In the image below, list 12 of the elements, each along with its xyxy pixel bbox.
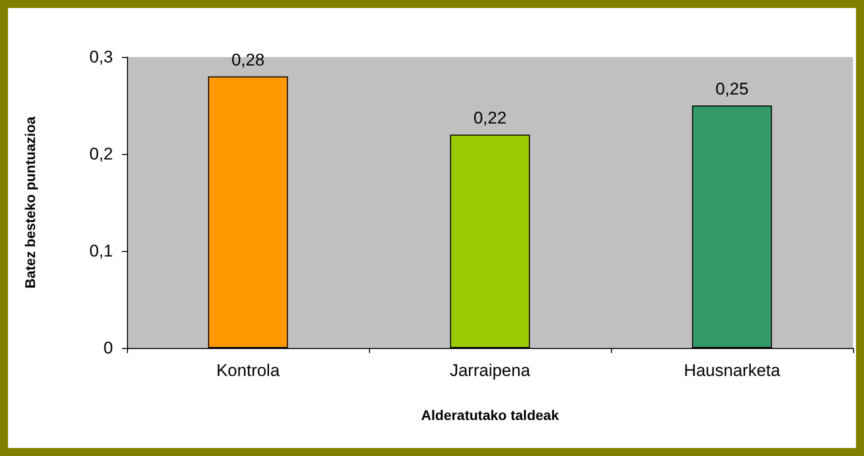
x-tick-label: Jarraipena xyxy=(450,361,531,380)
data-label: 0,25 xyxy=(715,80,749,98)
x-tick-label: Kontrola xyxy=(216,361,280,380)
x-tick-label: Hausnarketa xyxy=(684,361,781,380)
x-axis-title: Alderatutako taldeak xyxy=(421,407,560,423)
y-tick-label: 0,2 xyxy=(89,144,113,164)
y-tick-label: 0 xyxy=(104,338,113,358)
data-label: 0,28 xyxy=(231,50,265,70)
y-axis-title: Batez besteko puntuazioa xyxy=(22,116,38,288)
y-tick-label: 0,1 xyxy=(89,242,113,260)
data-label: 0,22 xyxy=(473,108,507,128)
y-tick-label: 0,3 xyxy=(89,48,113,66)
